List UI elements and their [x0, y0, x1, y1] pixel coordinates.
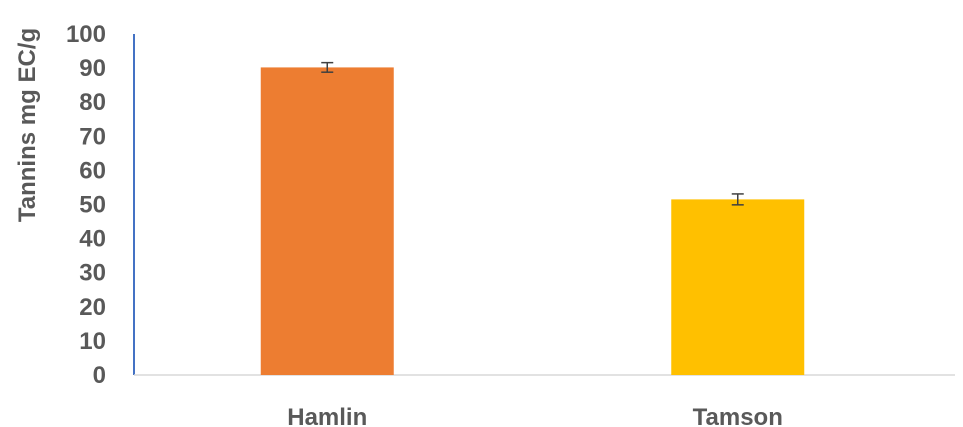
y-tick-label: 60 — [79, 157, 106, 184]
y-tick-label: 70 — [79, 123, 106, 150]
y-tick-label: 30 — [79, 260, 106, 287]
x-category-label: Hamlin — [287, 404, 367, 427]
y-tick-label: 20 — [79, 294, 106, 321]
category-labels: Hamlin Tamson — [287, 404, 783, 427]
y-tick-label: 10 — [79, 328, 106, 355]
y-tick-label: 40 — [79, 226, 106, 253]
bar-tamson — [671, 199, 805, 375]
y-tick-label: 90 — [79, 55, 106, 82]
y-axis-ticks: 0 10 20 30 40 50 60 70 80 90 100 — [66, 21, 106, 389]
y-axis-title: Tannins mg EC/g — [14, 28, 41, 222]
bar-hamlin — [260, 67, 394, 375]
y-tick-label: 0 — [93, 362, 106, 389]
x-category-label: Tamson — [693, 404, 783, 427]
y-tick-label: 80 — [79, 89, 106, 116]
y-tick-label: 50 — [79, 192, 106, 219]
bars — [260, 67, 805, 375]
error-bars — [321, 61, 744, 206]
error-bar-hamlin — [321, 61, 334, 73]
error-bar-tamson — [731, 193, 744, 206]
y-tick-label: 100 — [66, 21, 106, 48]
